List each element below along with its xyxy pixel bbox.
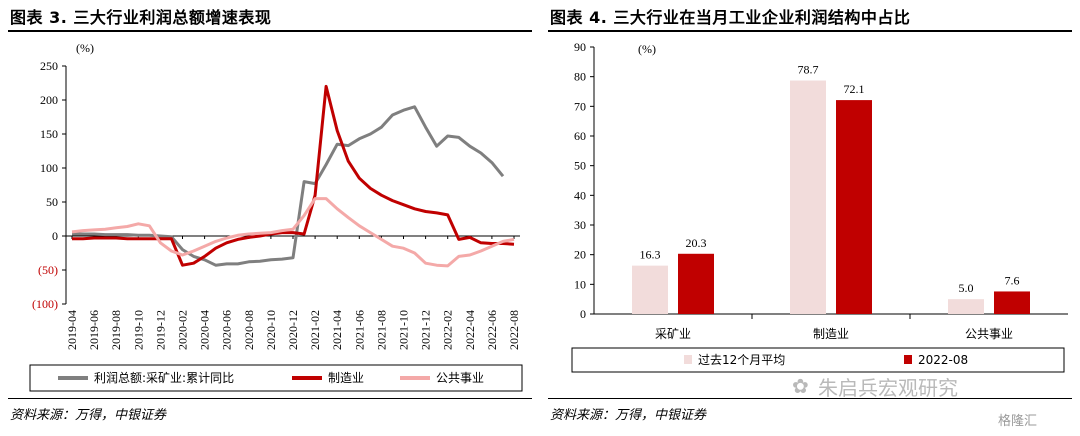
left-y-tick-label: (50) bbox=[38, 263, 58, 277]
right-legend-swatch bbox=[904, 355, 912, 364]
left-series-line-2 bbox=[71, 197, 515, 268]
left-x-tick-label: 2019-10 bbox=[131, 310, 145, 350]
right-bar-value-label: 78.7 bbox=[798, 63, 819, 77]
left-x-tick-label: 2019-12 bbox=[153, 310, 167, 350]
right-legend-label: 过去12个月平均 bbox=[698, 353, 785, 367]
left-figure-title: 图表 3. 三大行业利润总额增速表现 bbox=[10, 8, 272, 27]
left-x-tick-label: 2020-12 bbox=[286, 310, 300, 350]
right-bar-1 bbox=[994, 291, 1030, 314]
right-y-tick-label: 0 bbox=[580, 307, 586, 321]
left-y-tick-label: 250 bbox=[40, 59, 58, 73]
left-x-tick-label: 2019-06 bbox=[87, 310, 101, 350]
left-x-tick-label: 2021-10 bbox=[397, 310, 411, 350]
left-x-tick-label: 2019-04 bbox=[65, 310, 79, 350]
left-x-tick-label: 2022-08 bbox=[507, 310, 521, 350]
right-bar-value-label: 20.3 bbox=[686, 236, 707, 250]
right-y-tick-label: 90 bbox=[574, 40, 586, 54]
gelonghui-logo: 格隆汇 bbox=[998, 414, 1038, 429]
right-y-tick-label: 60 bbox=[574, 129, 586, 143]
right-bar-1 bbox=[678, 253, 714, 314]
right-y-tick-label: 70 bbox=[574, 99, 586, 113]
right-source-text: 资料来源：万得，中银证券 bbox=[550, 408, 707, 423]
right-y-tick-label: 80 bbox=[574, 70, 586, 84]
left-x-tick-label: 2020-04 bbox=[198, 310, 212, 350]
left-legend-label: 公共事业 bbox=[436, 371, 484, 385]
left-x-tick-label: 2022-06 bbox=[485, 310, 499, 350]
left-title-rule bbox=[8, 30, 532, 32]
left-x-tick-label: 2022-02 bbox=[441, 310, 455, 350]
left-y-tick-label: 200 bbox=[40, 93, 58, 107]
left-source-rule bbox=[8, 398, 532, 399]
left-source-text: 资料来源：万得，中银证券 bbox=[10, 408, 167, 423]
left-legend-label: 利润总额:采矿业:累计同比 bbox=[94, 371, 234, 385]
right-y-tick-label: 40 bbox=[574, 188, 586, 202]
left-line-chart: (%) 250 200 150 100 50 0 (50) (100) 2019-04 2019-0… bbox=[29, 41, 523, 392]
left-x-tick-label: 2019-08 bbox=[109, 310, 123, 350]
right-bar-0 bbox=[790, 80, 826, 314]
left-y-tick-label: (100) bbox=[32, 297, 58, 311]
right-y-tick-label: 10 bbox=[574, 277, 586, 291]
right-y-tick-label: 20 bbox=[574, 248, 586, 262]
left-y-tick-label: 150 bbox=[40, 127, 58, 141]
right-bar-chart: (%) 0 10 20 30 40 50 60 70 80 90 采矿业 16.3 20.3 制造业 78.7… bbox=[571, 40, 1068, 373]
right-bar-1 bbox=[836, 100, 872, 314]
right-bar-0 bbox=[632, 265, 668, 314]
right-category-label: 制造业 bbox=[813, 327, 849, 341]
left-legend-label: 制造业 bbox=[328, 371, 364, 385]
left-unit-label: (%) bbox=[76, 41, 94, 55]
left-x-tick-label: 2020-06 bbox=[220, 310, 234, 350]
watermark-text: 朱启兵宏观研究 bbox=[818, 376, 958, 400]
right-source-rule bbox=[548, 398, 1072, 399]
left-x-tick-label: 2021-12 bbox=[419, 310, 433, 350]
left-x-tick-label: 2020-08 bbox=[242, 310, 256, 350]
left-x-tick-label: 2020-10 bbox=[264, 310, 278, 350]
wechat-icon: ✿ bbox=[792, 374, 809, 398]
left-x-tick-label: 2021-02 bbox=[308, 310, 322, 350]
right-bar-0 bbox=[948, 299, 984, 314]
right-category-label: 公共事业 bbox=[965, 327, 1013, 341]
right-bar-value-label: 16.3 bbox=[640, 248, 661, 262]
right-legend-swatch bbox=[684, 355, 692, 364]
left-y-tick-label: 100 bbox=[40, 161, 58, 175]
right-bar-value-label: 72.1 bbox=[844, 82, 865, 96]
left-x-tick-label: 2021-08 bbox=[374, 310, 388, 350]
right-title-rule bbox=[548, 30, 1072, 32]
left-x-tick-label: 2021-04 bbox=[330, 310, 344, 350]
left-series-line-1 bbox=[72, 84, 515, 267]
right-y-tick-label: 50 bbox=[574, 159, 586, 173]
right-bar-value-label: 5.0 bbox=[959, 281, 974, 295]
left-x-tick-label: 2022-04 bbox=[463, 310, 477, 350]
left-x-tick-label: 2021-06 bbox=[352, 310, 366, 350]
right-figure: 图表 4. 三大行业在当月工业企业利润结构中占比 (%) 0 10 20 30 40 50 6… bbox=[540, 0, 1080, 436]
right-y-tick-label: 30 bbox=[574, 218, 586, 232]
left-y-tick-label: 0 bbox=[52, 229, 58, 243]
right-category-label: 采矿业 bbox=[655, 327, 691, 341]
right-bar-value-label: 7.6 bbox=[1005, 273, 1020, 287]
left-legend-box bbox=[29, 364, 523, 392]
left-y-tick-label: 50 bbox=[46, 195, 58, 209]
left-x-tick-label: 2020-02 bbox=[176, 310, 190, 350]
left-series-line-0 bbox=[72, 105, 505, 267]
right-legend-label: 2022-08 bbox=[918, 353, 968, 367]
left-figure: 图表 3. 三大行业利润总额增速表现 (%) 250 200 150 100 50 0 (50… bbox=[8, 8, 532, 423]
right-legend-box bbox=[571, 347, 1065, 373]
right-unit-label: (%) bbox=[638, 42, 656, 56]
right-figure-title: 图表 4. 三大行业在当月工业企业利润结构中占比 bbox=[550, 8, 911, 27]
